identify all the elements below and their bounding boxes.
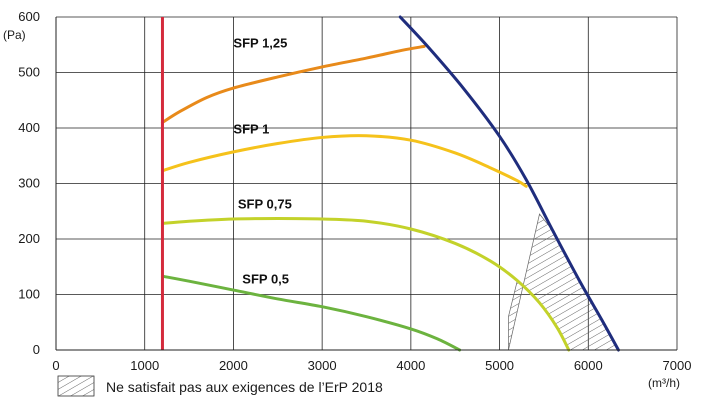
x-tick-label-2000: 2000 xyxy=(219,358,248,373)
series-line-sfp-1-25 xyxy=(160,44,426,124)
series-line-limit-curve xyxy=(398,15,620,352)
x-tick-label-3000: 3000 xyxy=(308,358,337,373)
y-tick-label-400: 400 xyxy=(18,120,40,135)
x-tick-label-5000: 5000 xyxy=(485,358,514,373)
x-tick-label-0: 0 xyxy=(52,358,59,373)
x-tick-label-1000: 1000 xyxy=(130,358,159,373)
series-line-sfp-1 xyxy=(160,134,528,188)
hatched-region xyxy=(508,213,620,351)
legend: Ne satisfait pas aux exigences de l’ErP … xyxy=(57,375,383,397)
grid xyxy=(56,16,678,350)
series-line-sfp-0-75 xyxy=(160,216,571,352)
y-unit-label: (Pa) xyxy=(3,28,26,42)
x-tick-label-4000: 4000 xyxy=(396,358,425,373)
series-layer xyxy=(160,15,620,352)
x-unit-label: (m³/h) xyxy=(648,376,680,390)
y-tick-label-300: 300 xyxy=(18,176,40,191)
series-labels: SFP 1,25 SFP 1 SFP 0,75 SFP 0,5 xyxy=(233,36,291,287)
legend-hatch-swatch xyxy=(57,375,95,397)
x-tick-label-6000: 6000 xyxy=(574,358,603,373)
series-label-sfp-0-75: SFP 0,75 xyxy=(238,196,292,211)
y-tick-label-100: 100 xyxy=(18,287,40,302)
x-tick-label-7000: 7000 xyxy=(663,358,692,373)
y-tick-label-200: 200 xyxy=(18,231,40,246)
y-tick-label-500: 500 xyxy=(18,65,40,80)
y-tick-label-0: 0 xyxy=(33,342,40,357)
tick-labels: 0 1000 2000 3000 4000 5000 6000 7000 0 100 200 300 4… xyxy=(18,9,691,373)
y-tick-label-600: 600 xyxy=(18,9,40,24)
series-label-sfp-1-25: SFP 1,25 xyxy=(233,36,287,51)
hatched-area-polygon xyxy=(508,213,620,351)
series-label-sfp-0-5: SFP 0,5 xyxy=(242,271,289,286)
legend-label: Ne satisfait pas aux exigences de l’ErP … xyxy=(106,379,383,395)
axes xyxy=(55,17,677,351)
series-label-sfp-1: SFP 1 xyxy=(233,122,269,137)
series-line-sfp-0-5 xyxy=(160,274,462,352)
